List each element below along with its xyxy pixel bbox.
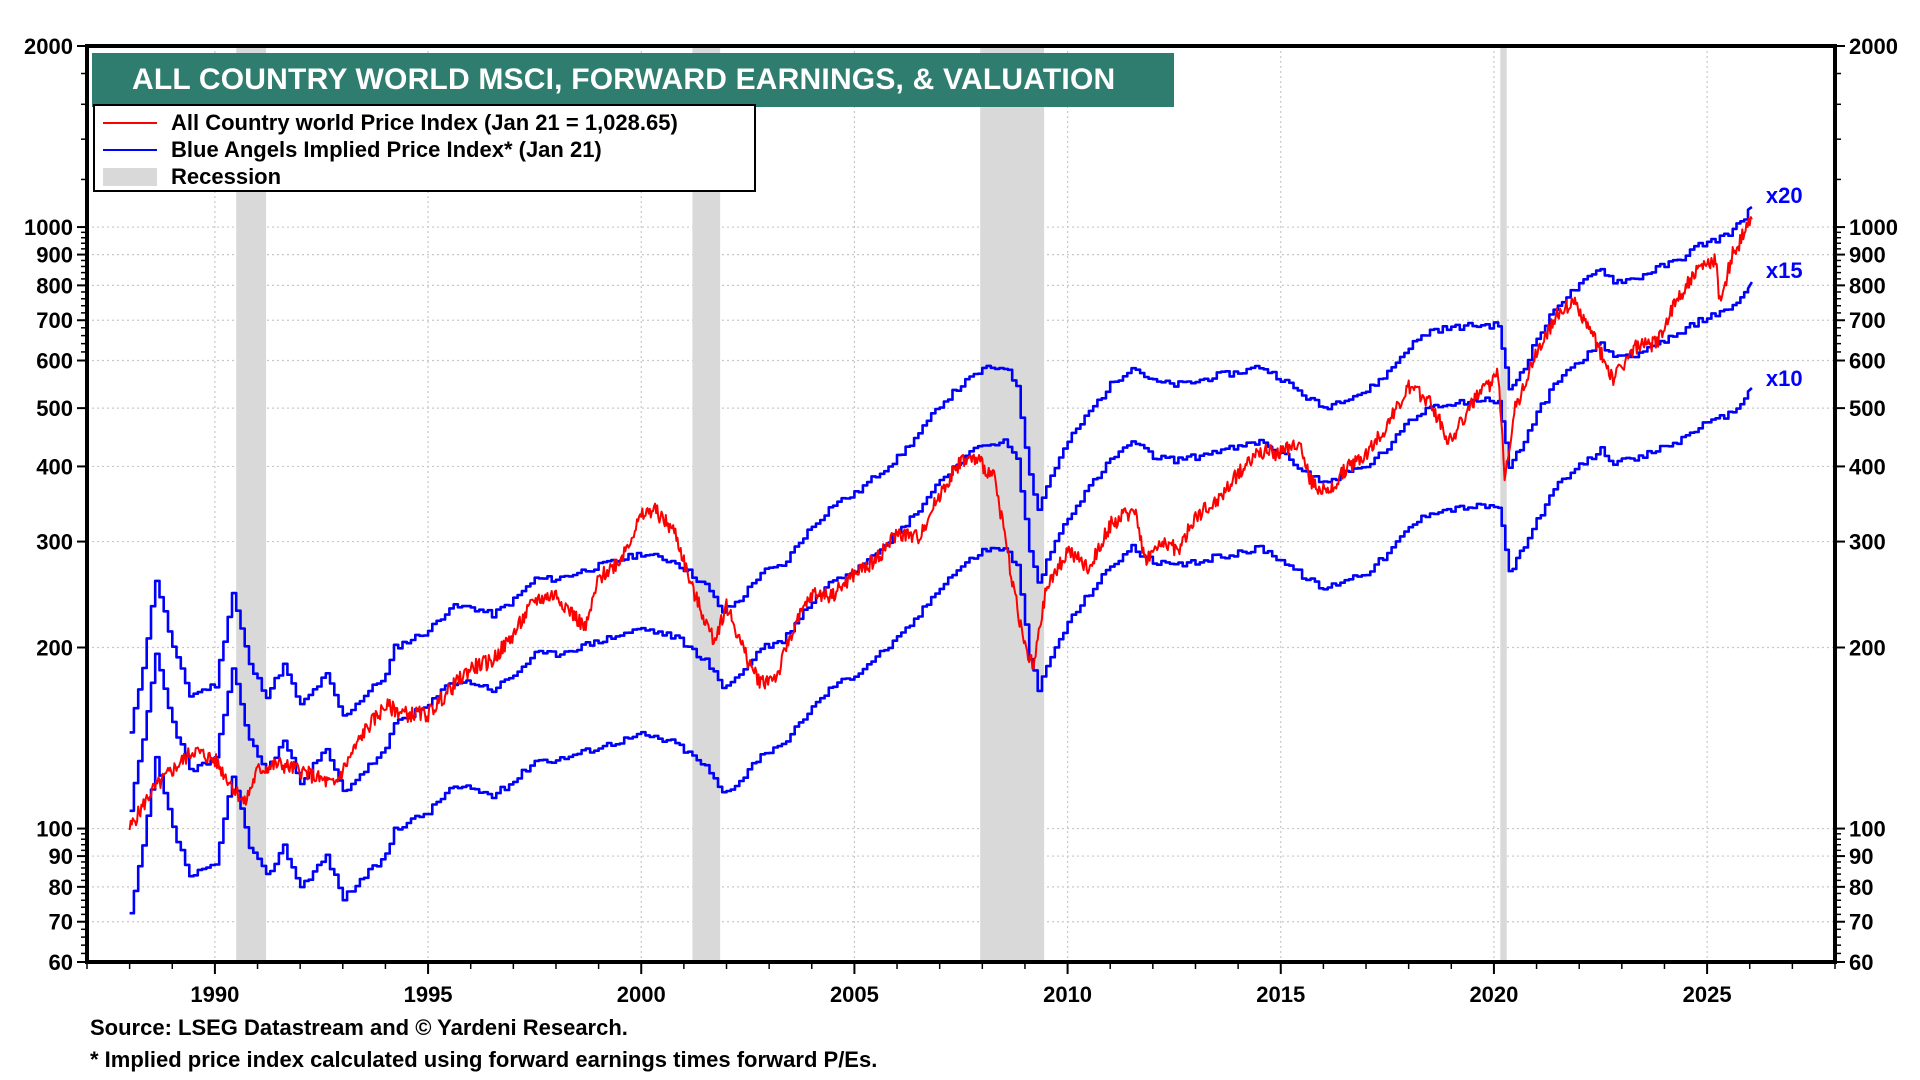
y-tick-label: 80 [1849,875,1873,900]
recession-bands [236,46,1507,962]
y-tick-label: 100 [1849,817,1886,842]
y-tick-label: 100 [36,817,73,842]
x-tick-label: 2015 [1256,982,1305,1007]
y-tick-label: 300 [1849,530,1886,555]
series-line-x15 [129,281,1754,813]
legend-swatch-blue [103,148,157,151]
y-tick-label: 300 [36,530,73,555]
y-tick-label: 400 [36,454,73,479]
recession-band [1500,46,1507,962]
plot-border [85,44,1837,964]
y-tick-label: 600 [1849,349,1886,374]
y-tick-label: 1000 [24,215,73,240]
series-line-price-index [128,216,1753,831]
y-tick-label: 800 [1849,273,1886,298]
y-tick-label: 200 [1849,635,1886,660]
y-tick-label: 70 [1849,910,1873,935]
y-tick-label: 60 [49,950,73,975]
legend-label: Blue Angels Implied Price Index* (Jan 21… [171,136,602,162]
x-tick-label: 2020 [1469,982,1518,1007]
series-lines [128,205,1754,915]
y-tick-label: 800 [36,273,73,298]
y-tick-label: 2000 [24,34,73,59]
y-tick-label: 700 [1849,308,1886,333]
series-end-labels: x20 x15 x10 [1766,183,1803,391]
x-tick-label: 2005 [830,982,879,1007]
y-tick-label: 500 [36,396,73,421]
y-tick-label: 700 [36,308,73,333]
legend: All Country world Price Index (Jan 21 = … [93,104,756,192]
series-end-label: x15 [1766,258,1803,283]
y-tick-label: 400 [1849,454,1886,479]
series-end-label: x20 [1766,183,1803,208]
y-tick-label: 1000 [1849,215,1898,240]
grid [87,46,1835,962]
legend-label: All Country world Price Index (Jan 21 = … [171,109,678,135]
y-tick-label: 2000 [1849,34,1898,59]
y-tick-label: 500 [1849,396,1886,421]
legend-swatch-recession [103,167,157,186]
y-tick-label: 600 [36,349,73,374]
recession-band [980,46,1045,962]
chart-title: ALL COUNTRY WORLD MSCI, FORWARD EARNINGS… [92,53,1174,107]
x-tick-label: 2000 [617,982,666,1007]
series-line-x10 [129,387,1753,915]
y-tick-label: 60 [1849,950,1873,975]
x-tick-label: 2010 [1043,982,1092,1007]
footnote: * Implied price index calculated using f… [90,1047,878,1072]
source-note: Source: LSEG Datastream and © Yardeni Re… [90,1015,628,1040]
y-tick-label: 90 [1849,844,1873,869]
x-tick-label: 1995 [404,982,453,1007]
y-tick-label: 70 [49,910,73,935]
chart-title-text: ALL COUNTRY WORLD MSCI, FORWARD EARNINGS… [132,63,1116,96]
legend-item-recession: Recession [103,163,754,190]
y-tick-label: 900 [1849,243,1886,268]
series-end-label: x10 [1766,366,1803,391]
x-axis: 1990 1995 2000 2005 2010 2015 2020 2025 [86,962,1836,1007]
y-tick-label: 90 [49,844,73,869]
x-tick-label: 1990 [190,982,239,1007]
recession-band [692,46,721,962]
legend-swatch-red [103,121,157,124]
legend-item-implied-index: Blue Angels Implied Price Index* (Jan 21… [103,136,754,163]
series-line-x20 [129,205,1753,734]
legend-label: Recession [171,163,282,189]
plot-frame [85,44,1837,964]
y-tick-label: 200 [36,635,73,660]
legend-item-price-index: All Country world Price Index (Jan 21 = … [103,109,754,136]
y-tick-label: 900 [36,243,73,268]
y-tick-label: 80 [49,875,73,900]
x-tick-label: 2025 [1683,982,1732,1007]
